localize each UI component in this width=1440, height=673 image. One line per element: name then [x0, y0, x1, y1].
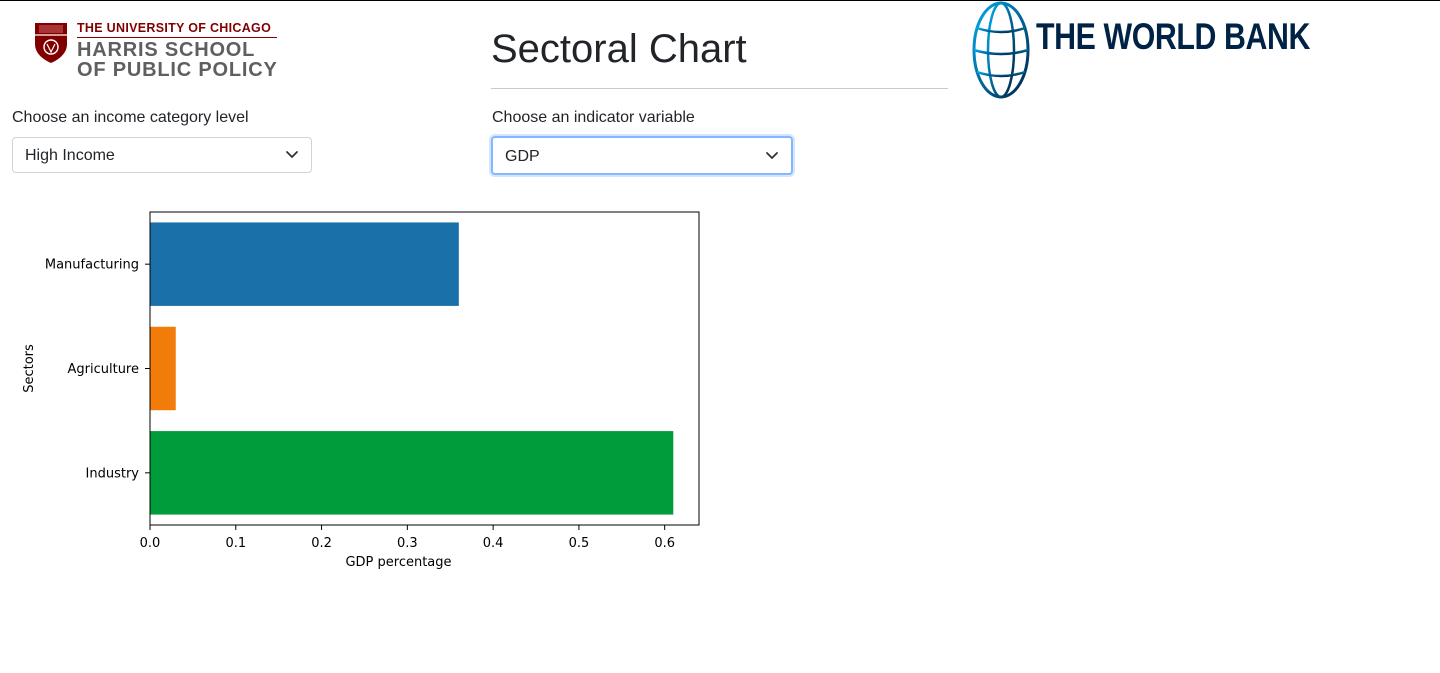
income-label: Choose an income category level — [12, 109, 249, 126]
title-divider — [491, 88, 948, 89]
x-tick-label: 0.0 — [140, 536, 161, 551]
y-tick-label: Industry — [86, 466, 140, 481]
bar-industry — [150, 431, 674, 515]
harris-school-logo: THE UNIVERSITY OF CHICAGO HARRIS SCHOOL … — [34, 20, 284, 82]
income-select-value: High Income — [25, 147, 115, 164]
university-name: THE UNIVERSITY OF CHICAGO — [77, 21, 272, 35]
y-tick-label: Agriculture — [68, 362, 140, 377]
world-bank-logo: THE WORLD BANK — [972, 0, 1310, 100]
indicator-select-value: GDP — [505, 148, 540, 165]
x-tick-label: 0.3 — [397, 536, 418, 551]
indicator-select[interactable]: GDP — [491, 136, 793, 175]
bar-agriculture — [150, 326, 176, 411]
income-select[interactable]: High Income — [12, 137, 312, 173]
world-bank-wordmark: THE WORLD BANK — [1036, 16, 1311, 57]
x-tick-label: 0.5 — [569, 536, 590, 551]
logo-divider — [77, 37, 277, 38]
plot-frame — [149, 211, 700, 526]
sectoral-bar-chart: Manufacturing Agriculture Industry 0.0 0.1 0.… — [22, 211, 700, 570]
globe-icon — [972, 1, 1030, 99]
school-name-line2: OF PUBLIC POLICY — [77, 59, 278, 81]
x-tick-label: 0.2 — [311, 536, 332, 551]
y-tick-label: Manufacturing — [45, 258, 139, 273]
page-title: Sectoral Chart — [491, 27, 747, 71]
y-axis-label: Sectors — [22, 344, 37, 393]
shield-icon — [35, 23, 67, 63]
x-tick-label: 0.4 — [483, 536, 504, 551]
top-border — [0, 0, 1440, 1]
chevron-down-icon — [766, 152, 778, 159]
x-tick-label: 0.1 — [225, 536, 246, 551]
bar-manufacturing — [150, 222, 459, 306]
chevron-down-icon — [286, 151, 298, 158]
indicator-label: Choose an indicator variable — [492, 109, 695, 126]
x-axis-label: GDP percentage — [345, 555, 451, 570]
x-tick-label: 0.6 — [654, 536, 675, 551]
school-name-line1: HARRIS SCHOOL — [77, 39, 256, 61]
